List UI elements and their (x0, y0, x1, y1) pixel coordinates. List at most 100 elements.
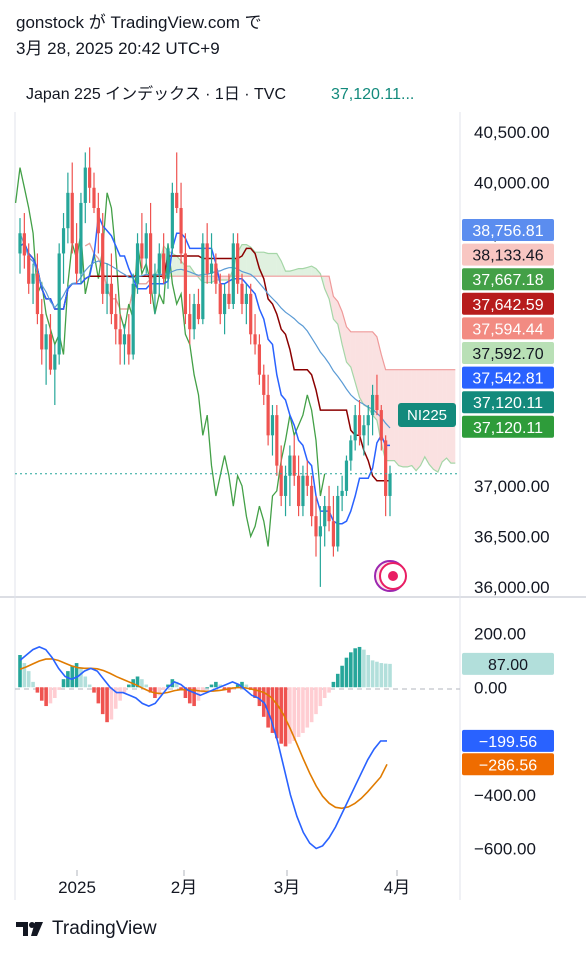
candle-body (162, 253, 166, 279)
histogram-bar (57, 687, 61, 690)
cloud-segment (324, 276, 330, 299)
candle-body (270, 415, 275, 436)
cloud-segment (385, 369, 390, 461)
candle-body (148, 233, 153, 294)
candle (384, 435, 388, 517)
price-label: 37,594.44 (462, 317, 554, 340)
candle-body (166, 248, 170, 279)
histogram-bar (174, 681, 179, 688)
cloud-segment (302, 267, 308, 277)
candle (253, 314, 257, 355)
candle-body (222, 293, 227, 315)
candle-body (105, 283, 109, 294)
candle-body (157, 253, 161, 274)
candle (162, 233, 166, 284)
candle (61, 213, 66, 284)
histogram-bar (340, 665, 344, 688)
price-label-bg (462, 415, 554, 438)
candle-body (292, 455, 296, 476)
candle (310, 475, 314, 527)
candle-body (288, 455, 292, 476)
histogram-bar (127, 684, 131, 688)
candle (118, 314, 122, 365)
histogram-bar (314, 687, 318, 715)
candle-body (192, 303, 196, 330)
candle (179, 182, 183, 264)
macd-value-label: 87.00 (462, 652, 554, 675)
time-tick-label: 2025 (58, 878, 96, 897)
histogram-bar (35, 687, 40, 693)
lagging-span-line (14, 167, 326, 547)
histogram-bar (122, 687, 127, 693)
price-tick-label: 36,000.00 (474, 578, 550, 597)
price-label-bg (462, 317, 554, 340)
macd-value-text: −199.56 (479, 734, 537, 751)
candle (127, 314, 131, 365)
symbol-badge-text: NI225 (407, 407, 447, 424)
candle-body (153, 273, 157, 294)
cloud-segment (294, 268, 299, 277)
histogram-bar (22, 663, 27, 688)
histogram-bar (100, 687, 105, 715)
candle (331, 495, 336, 557)
macd-lines (19, 646, 388, 850)
candle (175, 152, 179, 214)
candle-body (318, 526, 322, 537)
cloud-segment (307, 266, 312, 277)
candle-body (74, 243, 79, 274)
macd-tick-label: 200.00 (474, 625, 526, 644)
cloud-segment (329, 276, 334, 320)
price-label-text: 37,667.18 (472, 272, 543, 289)
histogram-bar (39, 687, 44, 701)
candle (205, 223, 209, 284)
price-label-bg (462, 268, 554, 291)
price-label-text: 37,642.59 (472, 297, 543, 314)
span-b-line (84, 242, 456, 371)
candle-body (92, 187, 96, 208)
histogram-bar (309, 687, 314, 723)
candle-body (70, 192, 74, 244)
price-label-text: 37,120.11 (473, 420, 543, 437)
publisher-line: gonstock が TradingView.com で (16, 13, 262, 32)
replay-target-icon[interactable] (374, 560, 407, 592)
cloud-segment (355, 331, 360, 398)
candle (157, 243, 161, 294)
candle-body (96, 207, 100, 234)
candle (109, 253, 114, 325)
histogram-bar (44, 687, 48, 707)
footer-brand[interactable]: TradingView (16, 918, 157, 940)
candle-body (375, 394, 379, 411)
price-label-text: 37,592.70 (472, 346, 543, 363)
candle (349, 435, 353, 471)
candle (222, 283, 227, 335)
histogram-bar (135, 676, 140, 688)
macd-tick-label: −400.00 (474, 786, 536, 805)
histogram-bar (92, 687, 96, 693)
histogram-bar (318, 687, 323, 707)
histogram-bar (227, 687, 231, 693)
candle (231, 233, 235, 310)
macd-value-bg (462, 652, 554, 675)
price-label-bg (462, 292, 554, 315)
macd-line (19, 646, 388, 850)
histogram-bar (222, 687, 227, 690)
candle-body (301, 475, 305, 507)
candle (314, 495, 318, 557)
candle (135, 233, 140, 294)
price-label: 37,592.70 (462, 342, 554, 364)
candle-body (227, 293, 231, 304)
candle (275, 405, 279, 476)
candle-body (109, 283, 114, 315)
candle-body (349, 440, 353, 461)
histogram-bar (240, 681, 244, 688)
histogram-bar (292, 687, 297, 741)
histogram-bar (266, 687, 270, 728)
candle-body (310, 485, 314, 517)
cloud-segment (298, 268, 303, 277)
candle (353, 405, 357, 451)
candle (305, 460, 309, 496)
candle (257, 334, 262, 385)
histogram-bar (235, 684, 240, 688)
timestamp-line: 3月 28, 2025 20:42 UTC+9 (16, 39, 220, 58)
